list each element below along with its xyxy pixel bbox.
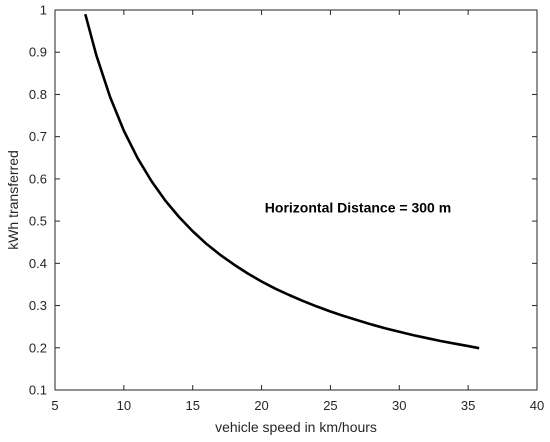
x-tick-label: 20 [254, 398, 268, 413]
labels-layer: 5 10 15 20 25 30 35 40 0.1 0.2 0.3 0.4 0.5 0.6 0.7 0.8 0… [29, 3, 544, 414]
series-line [84, 13, 480, 350]
x-tick-label: 25 [323, 398, 337, 413]
y-tick-label: 0.3 [29, 298, 47, 313]
y-tick-label: 0.9 [29, 45, 47, 60]
x-tick-label: 15 [185, 398, 199, 413]
x-tick-label: 40 [530, 398, 544, 413]
x-tick-label: 5 [51, 398, 58, 413]
y-tick-label: 0.2 [29, 340, 47, 355]
y-axis-title: kWh transferred [5, 150, 21, 250]
x-tick-label: 30 [392, 398, 406, 413]
y-tick-label: 0.8 [29, 87, 47, 102]
x-tick-label: 35 [461, 398, 475, 413]
annotation-layer: Horizontal Distance = 300 m [265, 200, 451, 216]
y-tick-label: 1 [40, 3, 47, 18]
y-tick-label: 0.7 [29, 129, 47, 144]
annotation-text: Horizontal Distance = 300 m [265, 200, 451, 216]
y-tick-label: 0.1 [29, 383, 47, 398]
y-tick-label: 0.6 [29, 171, 47, 186]
plot-area-background [55, 10, 537, 390]
y-tick-label: 0.5 [29, 214, 47, 229]
plot-area-frame [54, 9, 538, 391]
series-layer [84, 13, 480, 350]
y-tick-label: 0.4 [29, 256, 47, 271]
x-tick-label: 10 [117, 398, 131, 413]
x-axis-title: vehicle speed in km/hours [215, 419, 377, 435]
